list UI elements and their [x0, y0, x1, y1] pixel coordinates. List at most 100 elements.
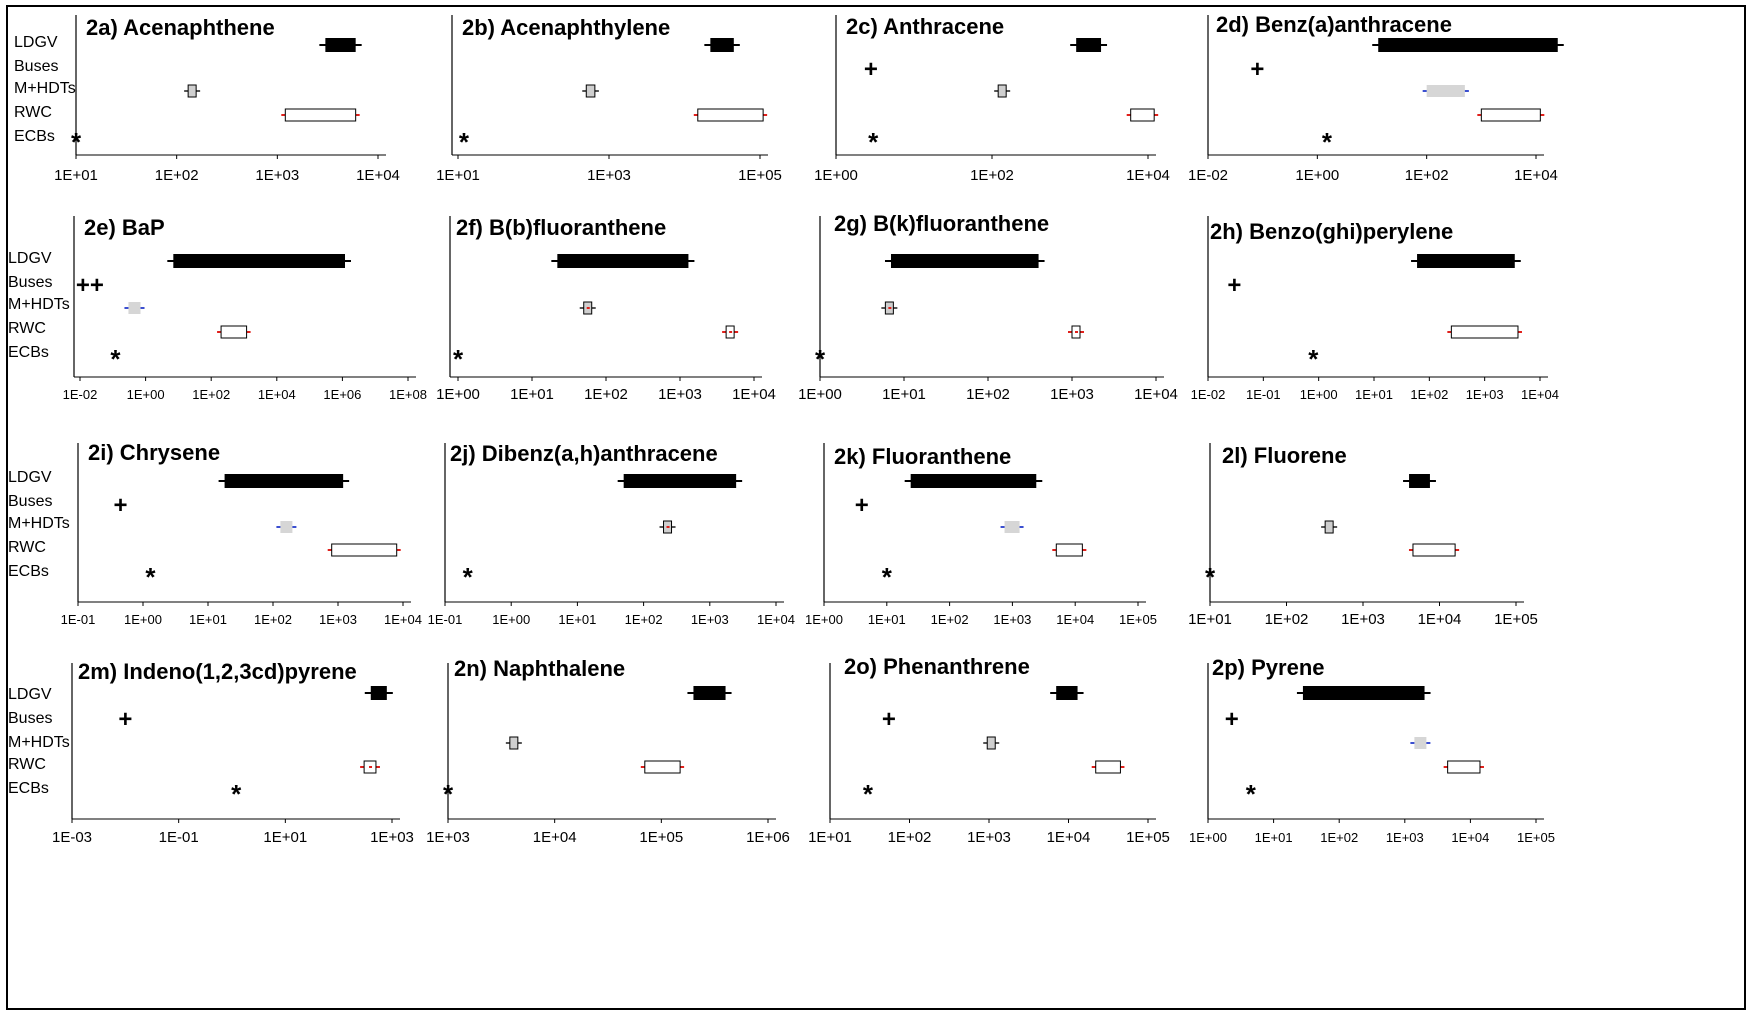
row-label-buses: Buses [8, 710, 52, 727]
x-tick-label: 1E+00 [492, 612, 530, 627]
mhdts-shade [128, 302, 141, 314]
row-label-buses: Buses [8, 274, 52, 291]
buses-plus-marker: ++ [76, 272, 104, 299]
x-tick-label: 1E+01 [263, 829, 307, 846]
row-label-ldgv: LDGV [14, 34, 58, 51]
panel-2g: 2g) B(k)fluoranthene 1E+00 1E+01 1E+02 1E+03… [798, 211, 1178, 403]
row-label-mhdts: M+HDTs [8, 734, 70, 751]
rwc-box [1095, 760, 1121, 774]
x-tick-label: 1E+03 [255, 167, 299, 184]
x-tick-label: 1E+02 [1410, 387, 1448, 402]
x-tick-label: 1E+01 [868, 612, 906, 627]
x-tick-label: 1E+03 [967, 829, 1011, 846]
row-label-mhdts: M+HDTs [8, 296, 70, 313]
row-label-ldgv: LDGV [8, 250, 52, 267]
x-tick-label: 1E+01 [1255, 830, 1293, 845]
x-tick-label: 1E+01 [808, 829, 852, 846]
buses-plus-marker: + [864, 56, 878, 83]
buses-plus-marker: + [118, 706, 132, 733]
mhdts-shade [1426, 85, 1465, 97]
row-label-ecbs: ECBs [14, 128, 55, 145]
x-tick-label: 1E+00 [124, 612, 162, 627]
panel-title: 2m) Indeno(1,2,3cd)pyrene [78, 659, 357, 684]
x-tick-label: 1E+01 [54, 167, 98, 184]
panel-title: 2g) B(k)fluoranthene [834, 211, 1049, 236]
x-tick-label: 1E+03 [1466, 387, 1504, 402]
buses-plus-marker: + [882, 706, 896, 733]
x-tick-label: 1E+04 [384, 612, 422, 627]
x-tick-label: 1E+01 [882, 386, 926, 403]
x-tick-label: 1E+01 [510, 386, 554, 403]
ecb-star-marker: * [1246, 779, 1257, 809]
x-tick-label: 1E+02 [966, 386, 1010, 403]
panel-2d: 2d) Benz(a)anthracene 1E-02 1E+00 1E+02 1E+0… [1188, 12, 1564, 184]
panel-2o: 2o) Phenanthrene 1E+01 1E+02 1E+03 1E+04 1E+0… [808, 654, 1170, 846]
panel-title: 2k) Fluoranthene [834, 444, 1011, 469]
ecb-star-marker: * [868, 127, 879, 157]
mhdts-box [986, 736, 996, 750]
ldgv-bar [557, 254, 689, 268]
panel-2h: 2h) Benzo(ghi)perylene 1E-02 1E-01 1E+00 1E+… [1191, 216, 1559, 402]
rwc-box [331, 543, 398, 557]
figure-frame: LDGV Buses M+HDTs RWC ECBs LDGV Buses M+HDTs RWC… [6, 5, 1746, 1010]
row-label-ecbs: ECBs [8, 780, 49, 797]
row-label-ldgv: LDGV [8, 686, 52, 703]
panel-2m: 2m) Indeno(1,2,3cd)pyrene 1E-03 1E-01 1E+01… [52, 659, 414, 846]
x-tick-label: 1E-01 [159, 829, 199, 846]
x-tick-label: 1E+04 [1521, 387, 1559, 402]
mhdts-shade [1414, 737, 1427, 749]
panel-title: 2a) Acenaphthene [86, 15, 275, 40]
panel-2a: 2a) Acenaphthene 1E+01 1E+02 1E+03 1E+04 * [54, 15, 400, 184]
panel-title: 2h) Benzo(ghi)perylene [1210, 219, 1453, 244]
row-label-mhdts: M+HDTs [14, 80, 76, 97]
x-tick-label: 1E+02 [192, 387, 230, 402]
row-label-ldgv: LDGV [8, 469, 52, 486]
ecb-star-marker: * [882, 562, 893, 592]
row-label-rwc: RWC [8, 756, 46, 773]
x-tick-label: 1E+04 [1451, 830, 1489, 845]
x-tick-label: 1E+02 [254, 612, 292, 627]
ldgv-bar [910, 474, 1037, 488]
mhdts-shade [1004, 521, 1020, 533]
panel-title: 2j) Dibenz(a,h)anthracene [450, 441, 718, 466]
row-label-mhdts: M+HDTs [8, 515, 70, 532]
mhdts-shade [280, 521, 293, 533]
x-tick-label: 1E+03 [658, 386, 702, 403]
ecb-star-marker: * [453, 344, 464, 374]
panel-title: 2i) Chrysene [88, 440, 220, 465]
ldgv-bar [370, 686, 387, 700]
panel-2e: 2e) BaP 1E-02 1E+00 1E+02 1E+04 1E+06 1E+08 ++ * [63, 215, 427, 402]
x-tick-label: 1E+04 [258, 387, 296, 402]
rwc-box [1480, 108, 1541, 122]
panel-title: 2p) Pyrene [1212, 655, 1325, 680]
x-tick-label: 1E+06 [746, 829, 790, 846]
panel-title: 2d) Benz(a)anthracene [1216, 12, 1452, 37]
x-tick-label: 1E+02 [1265, 611, 1309, 628]
rwc-box [697, 108, 764, 122]
ldgv-bar [224, 474, 344, 488]
x-tick-label: 1E+00 [1295, 167, 1339, 184]
x-tick-label: 1E+04 [1514, 167, 1558, 184]
ecb-star-marker: * [1322, 127, 1333, 157]
x-tick-label: 1E+04 [1047, 829, 1091, 846]
buses-plus-marker: + [855, 492, 869, 519]
x-tick-label: 1E-02 [63, 387, 98, 402]
x-tick-label: 1E+05 [1119, 612, 1157, 627]
ldgv-bar [325, 38, 356, 52]
panel-title: 2e) BaP [84, 215, 165, 240]
row-label-rwc: RWC [8, 539, 46, 556]
x-tick-label: 1E+03 [587, 167, 631, 184]
x-tick-label: 1E+02 [970, 167, 1014, 184]
x-tick-label: 1E+00 [798, 386, 842, 403]
x-tick-label: 1E+02 [1405, 167, 1449, 184]
panel-2k: 2k) Fluoranthene 1E+00 1E+01 1E+02 1E+03 1E+0… [805, 443, 1157, 627]
ldgv-bar [1378, 38, 1558, 52]
x-tick-label: 1E-01 [428, 612, 463, 627]
x-tick-label: 1E+03 [691, 612, 729, 627]
panel-2b: 2b) Acenaphthylene 1E+01 1E+03 1E+05 * [436, 15, 782, 184]
x-tick-label: 1E+05 [738, 167, 782, 184]
ecb-star-marker: * [815, 344, 826, 374]
row-label-rwc: RWC [8, 320, 46, 337]
ldgv-bar [1076, 38, 1102, 52]
mhdts-box [187, 84, 197, 98]
